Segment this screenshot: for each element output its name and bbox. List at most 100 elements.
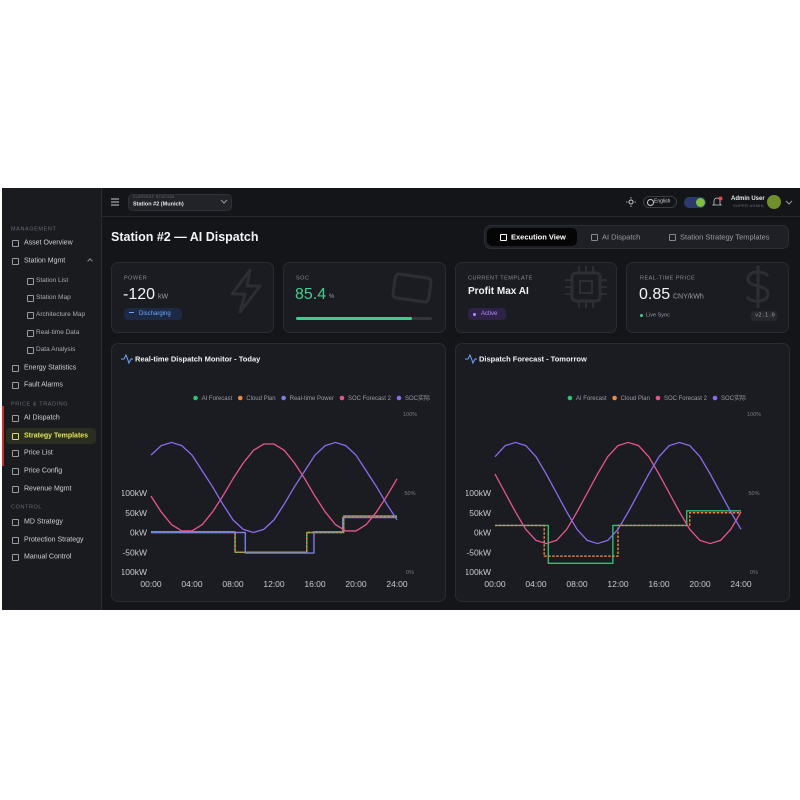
- legend-label: SOC Forecast 2: [664, 396, 708, 402]
- submenu-item[interactable]: Station Map: [36, 293, 71, 301]
- power-icon: [230, 268, 262, 314]
- x-tick-label: 08:00: [566, 579, 588, 589]
- tab-icon: [669, 234, 676, 241]
- toggle[interactable]: [684, 197, 706, 208]
- menu-icon: [12, 415, 19, 422]
- menu-item[interactable]: Price Config: [24, 467, 63, 475]
- menu-item[interactable]: AI Dispatch: [24, 414, 60, 422]
- legend-marker: [339, 395, 345, 401]
- menu-icon: [12, 486, 19, 493]
- sidebar: [2, 188, 102, 610]
- x-tick-label: 08:00: [222, 579, 244, 589]
- menu-item[interactable]: Station Mgmt: [24, 257, 66, 265]
- menu-icon: [12, 537, 19, 544]
- version: v2.1.0: [755, 312, 775, 319]
- legend-label: Cloud Plan: [621, 396, 650, 402]
- y-tick-label: 100kW: [465, 488, 491, 498]
- chart-icon: [465, 353, 477, 365]
- menu-icon: [12, 382, 19, 389]
- submenu-item[interactable]: Station List: [36, 276, 69, 284]
- menu-item[interactable]: MD Strategy: [24, 518, 63, 526]
- soc-bar: [296, 317, 413, 320]
- chevron: [220, 199, 228, 204]
- y-tick-label: 0kW: [474, 528, 491, 538]
- menu-item[interactable]: Fault Alarms: [24, 381, 63, 389]
- sidebar-section-title: CONTROL: [11, 504, 43, 511]
- bell-icon[interactable]: [711, 196, 723, 208]
- chevron: [785, 200, 793, 205]
- active-item-bg: [6, 428, 96, 444]
- menu-icon: [12, 468, 19, 475]
- menu-icon[interactable]: [110, 197, 120, 207]
- sidebar-section-title: PRICE & TRADING: [11, 401, 69, 408]
- menu-icon: [12, 365, 19, 372]
- menu-item[interactable]: Price List: [24, 449, 53, 457]
- y-tick-label: 0kW: [130, 528, 147, 538]
- tab[interactable]: AI Dispatch: [602, 232, 641, 242]
- y2-tick-label: 0%: [750, 570, 758, 576]
- station-select[interactable]: [128, 194, 232, 211]
- language-button[interactable]: [643, 196, 677, 208]
- card-label: SOC: [296, 275, 310, 282]
- tab[interactable]: Execution View: [511, 232, 566, 242]
- globe-icon: [647, 199, 654, 206]
- template-status: Active: [481, 311, 498, 317]
- series-line: [150, 443, 398, 532]
- version-pill: [751, 311, 777, 321]
- legend-label: SOC实际: [721, 394, 746, 402]
- toggle-knob: [696, 198, 705, 207]
- tab-active[interactable]: [487, 228, 577, 246]
- card-label: REAL-TIME PRICE: [640, 275, 696, 282]
- chip-icon: [565, 266, 607, 308]
- chart: Dispatch Forecast - Tomorrow SOC实际 SOC For…: [455, 343, 790, 602]
- menu-item[interactable]: Energy Statistics: [24, 364, 77, 372]
- power-status: Discharging: [139, 311, 171, 317]
- y2-tick-label: 100%: [747, 412, 761, 418]
- menu-item[interactable]: Strategy Templates: [24, 432, 89, 440]
- submenu-item[interactable]: Data Analysis: [36, 345, 76, 353]
- price-value: 0.85: [639, 286, 671, 303]
- menu-item[interactable]: Protection Strategy: [24, 536, 84, 544]
- soc-unit: %: [329, 294, 335, 300]
- active-indicator: [2, 406, 4, 466]
- price-status: Live Sync: [646, 312, 670, 319]
- sidebar-section-title: MANAGEMENT: [11, 226, 57, 233]
- legend-marker: [612, 395, 617, 401]
- submenu-item[interactable]: Real-time Data: [36, 328, 80, 336]
- x-tick-label: 12:00: [607, 579, 629, 589]
- menu-item[interactable]: Asset Overview: [24, 239, 73, 247]
- tab[interactable]: Station Strategy Templates: [680, 232, 770, 242]
- legend-marker: [193, 395, 198, 401]
- menu-icon: [12, 258, 19, 265]
- submenu-item[interactable]: Architecture Map: [36, 310, 86, 318]
- stat-card: [283, 262, 446, 333]
- y-tick-label: -50kW: [122, 547, 147, 557]
- chart-title: Dispatch Forecast - Tomorrow: [479, 355, 587, 364]
- menu-icon: [12, 240, 19, 247]
- topbar-divider: [102, 216, 800, 217]
- battery-icon: [391, 272, 433, 304]
- tab-icon: [591, 234, 598, 241]
- menu-icon: [12, 554, 19, 561]
- menu-item[interactable]: Revenue Mgmt: [24, 485, 72, 493]
- x-tick-label: 00:00: [484, 579, 506, 589]
- legend-label: AI Forecast: [576, 396, 607, 402]
- menu-icon: [27, 295, 34, 302]
- legend-label: Cloud Plan: [246, 396, 275, 402]
- theme-icon[interactable]: [626, 197, 636, 207]
- y2-tick-label: 100%: [403, 412, 417, 418]
- menu-item[interactable]: Manual Control: [24, 553, 72, 561]
- page-title: Station #2 — AI Dispatch: [111, 229, 259, 244]
- chart-title: Real-time Dispatch Monitor - Today: [135, 355, 261, 364]
- station-name[interactable]: Station #2 (Munich): [133, 200, 184, 207]
- x-tick-label: 04:00: [525, 579, 547, 589]
- language[interactable]: English: [654, 198, 671, 205]
- menu-icon: [27, 347, 34, 354]
- series-line: [151, 515, 397, 553]
- x-tick-label: 16:00: [648, 579, 670, 589]
- price-unit: CNY/kWh: [673, 293, 704, 301]
- legend-label: Real-time Power: [290, 396, 334, 402]
- y-tick-label: 100kW: [121, 488, 147, 498]
- avatar[interactable]: [767, 195, 781, 209]
